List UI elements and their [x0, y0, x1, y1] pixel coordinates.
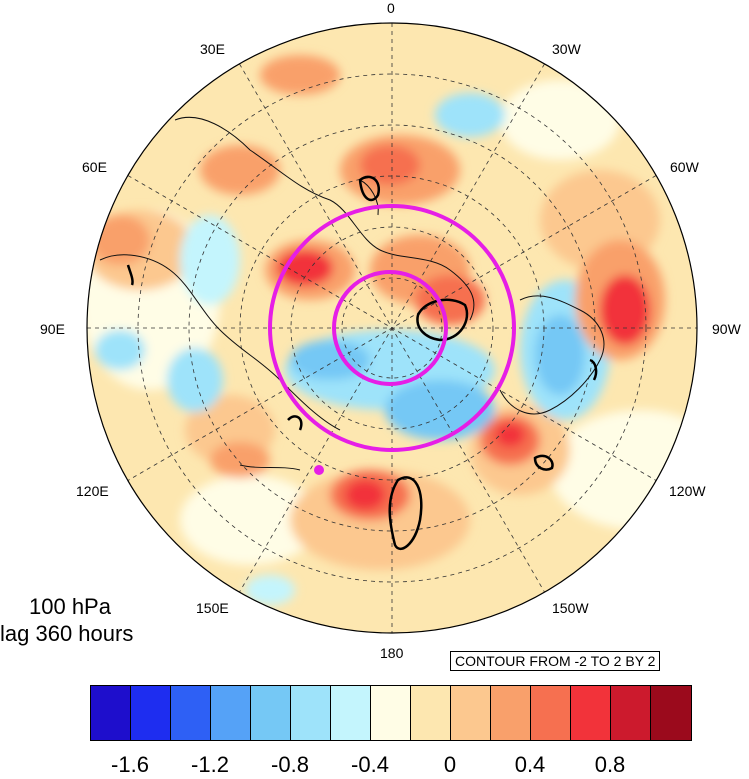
colorbar-swatch: [331, 686, 371, 740]
colorbar-swatch: [171, 686, 211, 740]
colorbar-swatch: [251, 686, 291, 740]
colorbar-swatch: [491, 686, 531, 740]
contour-info-box: CONTOUR FROM -2 TO 2 BY 2: [450, 651, 661, 671]
lon-label-90e: 90E: [40, 321, 65, 337]
lon-label-60w: 60W: [670, 159, 699, 175]
outer-magenta-circle: [268, 204, 516, 452]
colorbar-swatch: [211, 686, 251, 740]
colorbar-tick-label: 0: [443, 752, 457, 777]
inner-magenta-circle: [332, 270, 448, 386]
colorbar-swatch: [131, 686, 171, 740]
colorbar: [90, 685, 692, 741]
magenta-marker: [314, 465, 324, 475]
colorbar-tick-label: 0.8: [594, 752, 626, 777]
colorbar-tick-label: -0.4: [351, 752, 389, 777]
colorbar-swatch: [651, 686, 691, 740]
colorbar-swatch: [91, 686, 131, 740]
lon-label-0: 0: [387, 0, 395, 16]
shaded-anomaly-field: [87, 23, 697, 633]
colorbar-tick-label: -1.2: [191, 752, 229, 777]
lon-label-120w: 120W: [669, 483, 706, 499]
colorbar-tick-label: 0.4: [514, 752, 546, 777]
colorbar-swatch: [571, 686, 611, 740]
colorbar-tick-label: -1.6: [111, 752, 149, 777]
lon-label-30e: 30E: [200, 41, 225, 57]
lon-label-180: 180: [380, 645, 404, 661]
colorbar-tick-label: -0.8: [271, 752, 309, 777]
lon-label-150e: 150E: [196, 600, 229, 616]
colorbar-swatch: [531, 686, 571, 740]
map-border: [86, 22, 698, 634]
graticule: [87, 23, 697, 633]
lon-label-150w: 150W: [552, 600, 589, 616]
lon-label-90w: 90W: [712, 321, 741, 337]
colorbar-swatch: [371, 686, 411, 740]
colorbar-swatch: [411, 686, 451, 740]
colorbar-swatch: [451, 686, 491, 740]
lon-label-120e: 120E: [76, 483, 109, 499]
coastlines: [99, 116, 605, 471]
pressure-level-caption: 100 hPa: [29, 594, 111, 619]
lag-caption: lag 360 hours: [0, 621, 134, 646]
colorbar-swatch: [611, 686, 651, 740]
colorbar-swatch: [291, 686, 331, 740]
lon-label-30w: 30W: [552, 41, 581, 57]
lon-label-60e: 60E: [82, 159, 107, 175]
